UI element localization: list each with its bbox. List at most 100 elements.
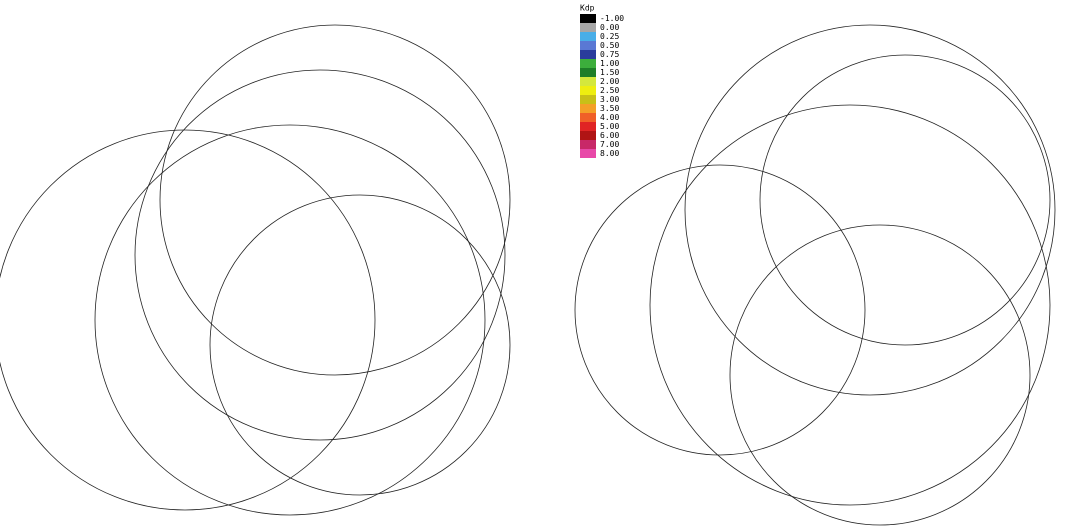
no-echo bbox=[190, 430, 310, 490]
speckle bbox=[883, 84, 887, 88]
speckle bbox=[1030, 461, 1036, 467]
range-ring bbox=[684, 24, 1056, 396]
echo-base bbox=[540, 0, 1080, 530]
legend-title: Kdp bbox=[580, 4, 595, 13]
no-echo bbox=[960, 190, 1020, 270]
speckle bbox=[565, 319, 571, 322]
range-ring bbox=[574, 164, 866, 456]
right-radar-panel bbox=[540, 0, 1080, 530]
speckle bbox=[573, 399, 577, 404]
speckle bbox=[923, 283, 927, 288]
range-ring bbox=[134, 69, 506, 441]
echo-region bbox=[610, 240, 830, 440]
heavy-echo bbox=[610, 312, 630, 328]
echo-region bbox=[780, 110, 1000, 250]
speckle bbox=[980, 477, 986, 482]
echo-region bbox=[780, 205, 860, 255]
legend-swatch bbox=[580, 122, 596, 131]
speckle bbox=[680, 346, 684, 348]
speckle bbox=[909, 334, 914, 337]
speckle bbox=[1016, 70, 1020, 72]
speckle bbox=[1030, 422, 1032, 426]
legend-swatch bbox=[580, 149, 596, 158]
legend-label: 3.00 bbox=[600, 95, 619, 104]
legend-swatch bbox=[580, 14, 596, 23]
heavy-echo bbox=[185, 332, 245, 344]
speckle bbox=[932, 458, 934, 461]
speckle bbox=[1064, 233, 1068, 239]
legend-swatch bbox=[580, 86, 596, 95]
no-echo bbox=[440, 180, 500, 240]
speckle bbox=[712, 286, 715, 291]
speckle bbox=[911, 338, 915, 344]
legend-swatch bbox=[580, 32, 596, 41]
speckle bbox=[818, 396, 821, 401]
legend-label: 7.00 bbox=[600, 140, 619, 149]
legend-swatch bbox=[580, 131, 596, 140]
speckle bbox=[1031, 407, 1036, 411]
speckle bbox=[776, 354, 781, 358]
speckle bbox=[936, 497, 941, 500]
no-echo bbox=[720, 435, 840, 485]
echo-region bbox=[840, 220, 900, 300]
heavy-echo bbox=[800, 350, 820, 360]
legend-swatch bbox=[580, 68, 596, 77]
speckle bbox=[750, 181, 755, 184]
speckle bbox=[767, 88, 769, 94]
legend-label: 8.00 bbox=[600, 149, 619, 158]
legend-label: 0.25 bbox=[600, 32, 619, 41]
speckle bbox=[688, 309, 691, 312]
speckle bbox=[561, 325, 564, 330]
legend-swatch bbox=[580, 23, 596, 32]
speckle bbox=[967, 63, 973, 68]
speckle bbox=[832, 178, 837, 183]
no-echo bbox=[580, 225, 660, 275]
echo-base bbox=[0, 0, 540, 530]
speckle bbox=[663, 354, 666, 358]
speckle bbox=[844, 403, 850, 407]
speckle bbox=[687, 381, 693, 385]
legend-label: 4.00 bbox=[600, 113, 619, 122]
no-echo bbox=[140, 470, 220, 510]
heavy-echo bbox=[208, 232, 252, 248]
heavy-echo bbox=[882, 278, 898, 298]
speckle bbox=[793, 450, 798, 455]
left-radar-panel bbox=[0, 0, 540, 530]
speckle bbox=[1051, 418, 1056, 422]
legend-swatch bbox=[580, 50, 596, 59]
legend-swatch bbox=[580, 59, 596, 68]
speckle bbox=[885, 480, 887, 486]
range-ring bbox=[159, 24, 511, 376]
range-ring bbox=[759, 54, 1051, 346]
speckle bbox=[768, 263, 772, 267]
legend-swatch bbox=[580, 113, 596, 122]
speckle bbox=[562, 13, 566, 15]
legend-swatch bbox=[580, 140, 596, 149]
speckle bbox=[948, 150, 950, 153]
range-ring bbox=[0, 129, 376, 511]
echo-region bbox=[660, 130, 960, 410]
legend-label: 3.50 bbox=[600, 104, 619, 113]
speckle bbox=[560, 480, 563, 483]
heavy-echo bbox=[845, 207, 855, 217]
speckle bbox=[712, 229, 715, 235]
range-ring bbox=[209, 194, 511, 496]
speckle bbox=[819, 225, 822, 231]
speckle bbox=[1054, 298, 1059, 301]
speckle bbox=[788, 95, 793, 99]
dense-core bbox=[150, 150, 410, 370]
no-echo bbox=[360, 275, 480, 325]
speckle bbox=[647, 50, 650, 55]
heavy-echo bbox=[308, 280, 328, 296]
legend-swatch bbox=[580, 77, 596, 86]
speckle bbox=[805, 517, 807, 521]
no-echo bbox=[895, 290, 1005, 350]
no-echo bbox=[440, 380, 520, 460]
speckle bbox=[730, 281, 734, 284]
legend-label: 5.00 bbox=[600, 122, 619, 131]
legend-swatch bbox=[580, 95, 596, 104]
speckle bbox=[965, 458, 967, 463]
legend-label: 1.50 bbox=[600, 68, 619, 77]
legend-label: 0.75 bbox=[600, 50, 619, 59]
